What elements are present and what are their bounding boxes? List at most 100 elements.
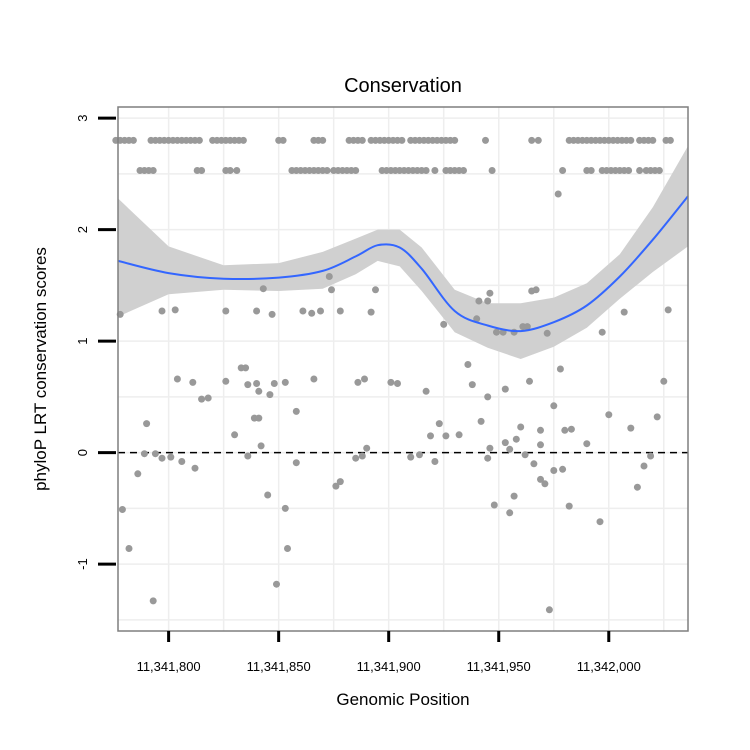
data-point — [279, 136, 287, 144]
data-point — [427, 432, 434, 440]
data-point — [543, 329, 551, 337]
data-point — [264, 491, 272, 499]
data-point — [625, 167, 633, 174]
data-points — [112, 136, 674, 614]
data-point — [464, 361, 472, 368]
data-point — [501, 385, 509, 393]
data-point — [455, 431, 463, 439]
data-point — [266, 391, 274, 399]
data-point — [352, 167, 360, 174]
chart-title: Conservation — [344, 75, 462, 97]
x-axis-label: Genomic Position — [336, 690, 469, 709]
data-point — [336, 307, 344, 315]
data-point — [490, 501, 498, 509]
data-point — [506, 509, 514, 517]
data-point — [537, 441, 544, 449]
data-point — [440, 320, 448, 328]
data-point — [587, 167, 595, 174]
data-point — [149, 597, 157, 605]
data-point — [526, 377, 533, 385]
data-point — [140, 450, 148, 458]
data-point — [284, 545, 291, 552]
data-point — [528, 136, 536, 144]
data-point — [664, 306, 672, 314]
data-point — [336, 478, 344, 486]
data-point — [317, 307, 324, 315]
data-point — [352, 454, 360, 462]
data-point — [270, 380, 278, 387]
data-point — [173, 375, 181, 383]
data-point — [636, 167, 644, 174]
data-point — [244, 452, 252, 460]
data-point — [292, 407, 300, 415]
data-point — [268, 310, 276, 318]
x-tick-label: 11,341,800 — [137, 659, 201, 674]
y-tick-label: 0 — [75, 449, 90, 456]
data-point — [627, 136, 635, 144]
data-point — [510, 328, 518, 336]
data-point — [537, 426, 544, 434]
data-point — [422, 167, 430, 174]
data-point — [530, 460, 538, 468]
data-point — [620, 308, 628, 316]
data-point — [191, 464, 199, 472]
data-point — [171, 306, 179, 314]
data-point — [596, 518, 604, 526]
data-point — [242, 364, 250, 372]
data-point — [537, 475, 544, 483]
y-tick-label: 2 — [75, 226, 90, 233]
data-point — [627, 424, 635, 432]
data-point — [308, 309, 316, 317]
y-axis: -1 0 1 2 3 — [75, 114, 116, 570]
data-point — [259, 285, 267, 293]
data-point — [134, 470, 142, 478]
data-point — [545, 606, 553, 614]
data-point — [198, 167, 206, 174]
x-tick-label: 11,341,950 — [467, 659, 531, 674]
data-point — [253, 380, 261, 387]
data-point — [189, 378, 197, 386]
data-point — [255, 414, 263, 422]
data-point — [559, 465, 567, 473]
data-point — [550, 402, 558, 410]
confidence-band — [118, 146, 688, 359]
data-point — [244, 381, 252, 389]
data-point — [649, 136, 657, 144]
data-point — [510, 492, 518, 500]
x-axis: 11,341,800 11,341,850 11,341,900 11,341,950… — [137, 631, 641, 674]
data-point — [328, 286, 335, 294]
data-point — [178, 458, 186, 465]
data-point — [442, 432, 450, 440]
data-point — [550, 467, 558, 474]
data-point — [486, 444, 494, 452]
data-point — [363, 444, 371, 452]
y-tick-label: 3 — [75, 114, 90, 121]
data-point — [488, 167, 496, 174]
data-point — [565, 502, 573, 510]
plot-frame — [117, 106, 689, 632]
data-point — [640, 462, 648, 470]
data-point — [323, 167, 331, 174]
data-point — [372, 286, 379, 294]
data-point — [226, 167, 234, 174]
data-point — [422, 387, 430, 395]
data-point — [387, 378, 395, 386]
data-point — [468, 381, 476, 389]
data-point — [281, 378, 289, 386]
data-point — [484, 297, 492, 305]
data-point — [501, 439, 509, 447]
data-point — [435, 420, 443, 428]
data-point — [473, 315, 481, 323]
data-point — [325, 273, 333, 280]
data-point — [204, 394, 212, 402]
data-point — [125, 545, 133, 552]
data-point — [567, 425, 575, 433]
data-point — [222, 377, 230, 385]
data-point — [398, 136, 406, 144]
data-point — [460, 167, 467, 174]
data-point — [394, 380, 401, 387]
y-tick-label: 1 — [75, 337, 90, 344]
x-tick-label: 11,342,000 — [577, 659, 641, 674]
data-point — [416, 451, 423, 459]
